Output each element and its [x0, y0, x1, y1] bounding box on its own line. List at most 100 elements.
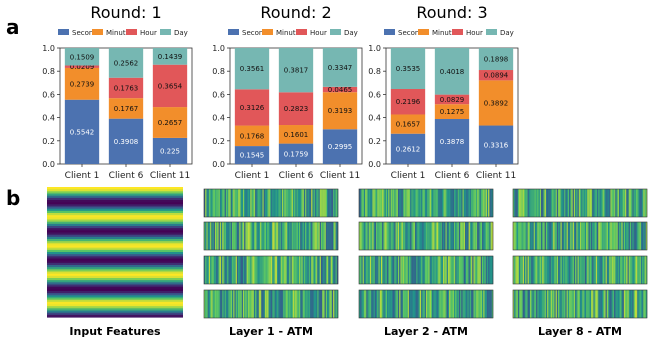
heatmap-stripe — [625, 290, 627, 318]
heatmap-stripe — [469, 256, 472, 284]
heatmap-stripe — [331, 222, 334, 250]
heatmap-stripe — [388, 290, 390, 318]
heatmap-stripe — [394, 256, 396, 284]
heatmap-stripe — [305, 290, 307, 318]
heatmap-stripe — [295, 222, 297, 250]
bar-segment-second — [108, 118, 144, 164]
heatmap-stripe — [234, 290, 236, 318]
heatmap-stripe — [482, 222, 484, 250]
heatmap-stripe — [228, 256, 230, 284]
heatmap-stripe — [569, 189, 571, 217]
heatmap-stripe — [204, 189, 206, 217]
chart-title: Round: 2 — [260, 3, 331, 22]
heatmap-stripe — [627, 222, 629, 250]
heatmap-stripe — [290, 222, 292, 250]
heatmap-band — [47, 314, 183, 318]
heatmap-stripe — [432, 290, 434, 318]
heatmap-stripe — [295, 290, 297, 318]
heatmap-stripe — [441, 256, 444, 284]
heatmap-stripe — [575, 290, 577, 318]
heatmap-stripe — [583, 256, 586, 284]
heatmap-stripe — [454, 189, 456, 217]
heatmap-stripe — [525, 222, 527, 250]
bar-segment-hour — [478, 70, 514, 81]
heatmap-stripe — [374, 222, 377, 250]
heatmap-stripe — [283, 189, 285, 217]
heatmap-stripe — [286, 189, 289, 217]
heatmap-stripe — [336, 222, 339, 250]
heatmap-stripe — [491, 222, 494, 250]
heatmap-stripe — [521, 290, 523, 318]
heatmap-stripe — [618, 189, 621, 217]
heatmap-stripe — [266, 222, 268, 250]
heatmap-stripe — [334, 189, 336, 217]
heatmap-stripe — [389, 290, 391, 318]
bar-segment-hour — [434, 94, 470, 105]
heatmap-stripe — [324, 222, 326, 250]
heatmap-stripe — [327, 222, 329, 250]
heatmap-stripe — [391, 256, 394, 284]
heatmap-stripe — [592, 256, 594, 284]
heatmap-stripe — [236, 290, 239, 318]
heatmap-stripe — [244, 290, 246, 318]
heatmap-stripe — [289, 189, 291, 217]
heatmap-stripe — [319, 222, 322, 250]
heatmap-band — [47, 230, 183, 234]
heatmap-stripe — [376, 222, 378, 250]
heatmap-stripe — [402, 290, 405, 318]
heatmap-stripe — [227, 256, 229, 284]
heatmap-stripe — [536, 189, 538, 217]
heatmap-stripe — [283, 290, 285, 318]
heatmap-band — [47, 228, 183, 231]
heatmap-stripe — [290, 189, 292, 217]
heatmap-stripe — [629, 222, 632, 250]
heatmap-stripe — [410, 290, 412, 318]
heatmap-stripe — [278, 189, 280, 217]
heatmap-band — [47, 247, 183, 251]
heatmap-stripe — [252, 290, 255, 318]
heatmap-band — [47, 239, 183, 242]
heatmap-stripe — [312, 189, 314, 217]
heatmap-stripe — [216, 290, 218, 318]
heatmap-stripe — [400, 222, 402, 250]
heatmap-stripe — [260, 256, 262, 284]
heatmap-row-frame — [512, 221, 648, 251]
heatmap-stripe — [537, 189, 539, 217]
data-label: 0.1767 — [114, 105, 139, 113]
heatmap-stripe — [267, 222, 269, 250]
heatmap-stripe — [205, 290, 207, 318]
bar-segment-day — [108, 48, 144, 78]
heatmap-stripe — [247, 189, 250, 217]
heatmap-row-frame — [358, 289, 494, 319]
heatmap-stripe — [558, 222, 560, 250]
heatmap-stripe — [569, 222, 571, 250]
data-label: 0.0894 — [484, 72, 509, 80]
heatmap-stripe — [560, 290, 562, 318]
heatmap-stripe — [429, 290, 432, 318]
heatmap-stripe — [564, 256, 566, 284]
heatmap-stripe — [239, 256, 241, 284]
heatmap-stripe — [330, 256, 333, 284]
heatmap-stripe — [223, 222, 225, 250]
heatmap-stripe — [328, 189, 330, 217]
heatmap-stripe — [598, 256, 600, 284]
heatmap-stripe — [262, 189, 264, 217]
heatmap-row-frame — [512, 289, 648, 319]
heatmap-stripe — [216, 222, 218, 250]
heatmap-stripe — [644, 189, 646, 217]
heatmap-stripe — [642, 256, 644, 284]
heatmap-stripe — [376, 290, 378, 318]
heatmap-stripe — [242, 290, 245, 318]
legend: Second Minute Hour Day — [58, 29, 188, 37]
heatmap-stripe — [611, 256, 614, 284]
heatmap-stripe — [210, 290, 212, 318]
heatmap-stripe — [318, 256, 320, 284]
heatmap-stripe — [268, 256, 270, 284]
heatmap-stripe — [367, 290, 369, 318]
heatmap-stripe — [604, 290, 606, 318]
heatmap-stripe — [308, 222, 311, 250]
heatmap-stripe — [466, 222, 468, 250]
heatmap-stripe — [399, 290, 401, 318]
heatmap-stripe — [519, 222, 521, 250]
heatmap-stripe — [443, 189, 445, 217]
